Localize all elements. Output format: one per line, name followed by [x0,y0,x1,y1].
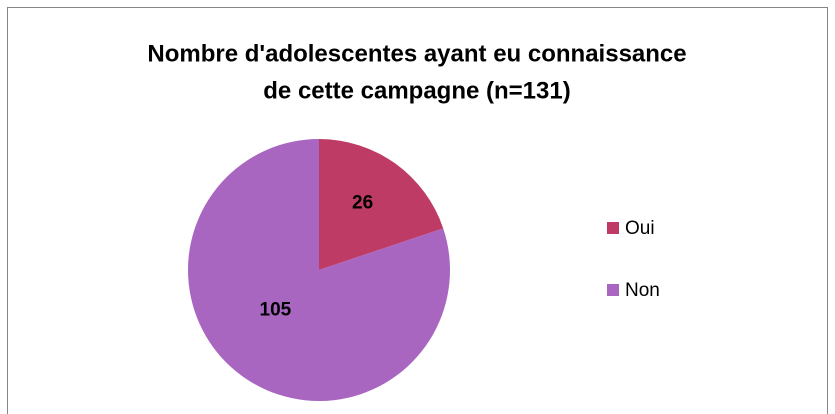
pie-slice [319,139,444,270]
legend-label: Non [625,280,660,301]
pie-slice [188,139,451,402]
data-label: 105 [260,300,292,321]
data-label: 26 [352,192,373,213]
chart-title: Nombre d'adolescentes ayant eu connaissa… [147,40,686,67]
legend-swatch [607,284,619,296]
legend-swatch [607,222,619,234]
legend-label: Oui [625,218,655,239]
chart-title: de cette campagne (n=131) [263,77,570,104]
